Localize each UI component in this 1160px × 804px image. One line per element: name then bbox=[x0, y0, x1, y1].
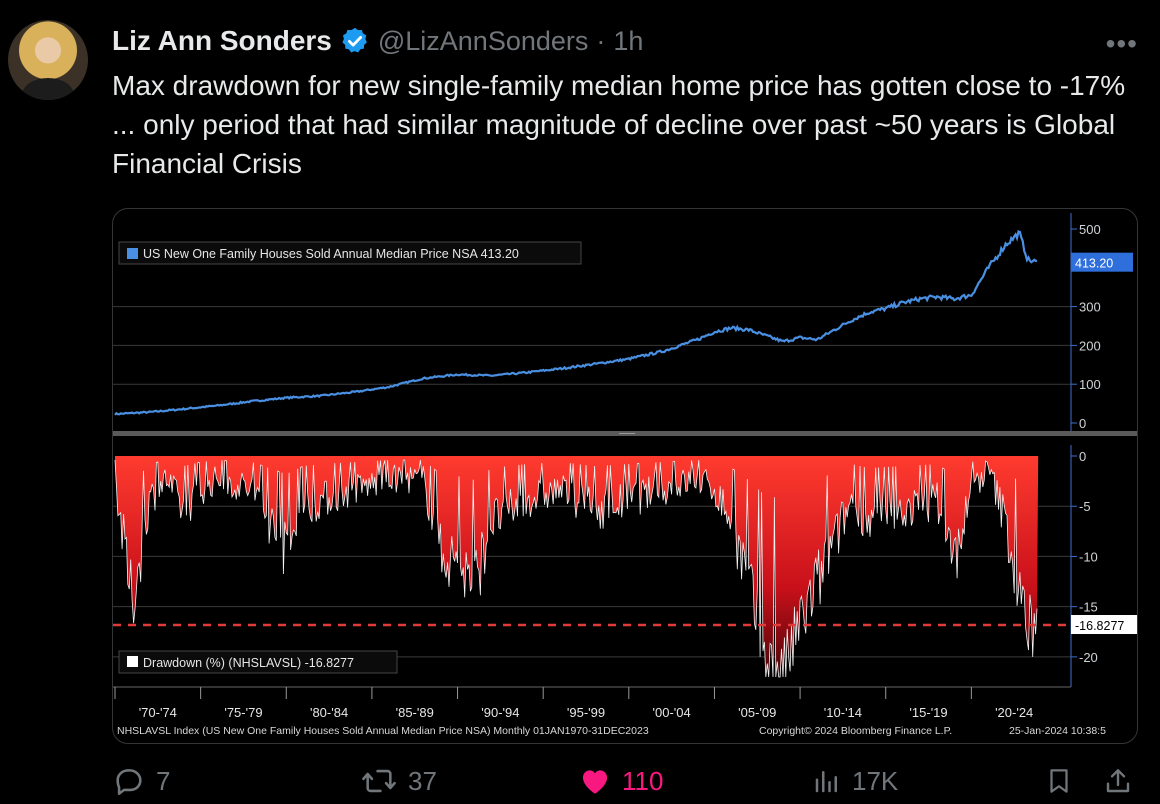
tweet-header: Liz Ann Sonders @LizAnnSonders · 1h bbox=[112, 24, 643, 58]
drawdown-y-tick-label: -5 bbox=[1079, 499, 1091, 514]
bookmark-button[interactable] bbox=[1044, 764, 1074, 798]
price-last-value-box bbox=[1071, 252, 1133, 272]
x-axis-tick-label: '80-'84 bbox=[310, 705, 348, 720]
x-axis-tick-label: '90-'94 bbox=[481, 705, 519, 720]
price-series-line bbox=[114, 230, 1038, 416]
drawdown-last-value-label: -16.8277 bbox=[1075, 619, 1124, 633]
price-y-tick-label: 100 bbox=[1079, 377, 1101, 392]
heart-icon bbox=[582, 770, 608, 794]
price-legend-box bbox=[118, 241, 582, 265]
x-axis-tick-label: '95-'99 bbox=[567, 705, 605, 720]
x-axis-tick-label: '10-'14 bbox=[824, 705, 862, 720]
bookmark-icon bbox=[1050, 769, 1068, 793]
drawdown-y-tick-label: -15 bbox=[1079, 600, 1098, 615]
drawdown-legend-swatch bbox=[127, 656, 138, 667]
like-count: 110 bbox=[622, 765, 664, 796]
x-axis-tick-label: '20-'24 bbox=[995, 705, 1033, 720]
chart-footer-timestamp: 25-Jan-2024 10:38:5 bbox=[1009, 725, 1106, 737]
drawdown-last-value-box bbox=[1071, 615, 1137, 635]
reply-icon bbox=[116, 769, 142, 796]
avatar-figure bbox=[22, 78, 74, 100]
x-axis-tick-label: '85-'89 bbox=[396, 705, 434, 720]
more-options-icon[interactable]: ••• bbox=[1105, 28, 1138, 59]
views-button[interactable]: 17K bbox=[812, 764, 898, 798]
drawdown-legend-text: Drawdown (%) (NHSLAVSL) -16.8277 bbox=[143, 656, 354, 670]
chart-image[interactable]: 500 300 200 100 0 US New One Family Houses So… bbox=[112, 208, 1138, 744]
repost-icon bbox=[362, 769, 396, 793]
author-handle[interactable]: @LizAnnSonders bbox=[377, 25, 589, 56]
reply-count: 7 bbox=[156, 765, 171, 796]
verified-badge-icon bbox=[342, 27, 367, 53]
drawdown-y-tick-label: -20 bbox=[1079, 650, 1098, 665]
x-axis-tick-label: '75-'79 bbox=[224, 705, 262, 720]
price-y-tick-label: 0 bbox=[1079, 416, 1086, 431]
price-y-tick-label: 200 bbox=[1079, 338, 1101, 353]
action-bar: 7 37 110 17K bbox=[112, 762, 1142, 804]
timestamp[interactable]: 1h bbox=[613, 25, 644, 56]
chart-footer-copyright: Copyright© 2024 Bloomberg Finance L.P. bbox=[759, 725, 952, 737]
drawdown-legend-box bbox=[118, 650, 398, 674]
views-count: 17K bbox=[852, 765, 899, 796]
views-chart-icon bbox=[815, 771, 837, 793]
repost-button[interactable]: 37 bbox=[360, 764, 437, 798]
price-y-tick-label: 300 bbox=[1079, 300, 1101, 315]
bloomberg-chart: 500 300 200 100 0 US New One Family Houses So… bbox=[113, 213, 1137, 737]
drawdown-series-line bbox=[114, 459, 1038, 678]
price-last-value-label: 413.20 bbox=[1075, 257, 1113, 271]
chart-footer-index: NHSLAVSL Index (US New One Family Houses… bbox=[117, 725, 649, 737]
drawdown-y-tick-label: 0 bbox=[1079, 449, 1086, 464]
drawdown-area bbox=[115, 456, 1039, 677]
tweet-text: Max drawdown for new single-family media… bbox=[112, 70, 1126, 179]
author-name[interactable]: Liz Ann Sonders bbox=[112, 25, 332, 56]
separator-dot: · bbox=[596, 25, 606, 56]
share-button[interactable] bbox=[1102, 764, 1134, 798]
price-y-tick-label: 500 bbox=[1079, 222, 1101, 237]
repost-count: 37 bbox=[408, 765, 437, 796]
reply-button[interactable]: 7 bbox=[112, 764, 170, 798]
x-axis-tick-label: '00-'04 bbox=[653, 705, 691, 720]
price-legend-swatch bbox=[127, 248, 138, 259]
share-icon bbox=[1106, 769, 1130, 793]
like-button[interactable]: 110 bbox=[578, 764, 663, 798]
x-axis-tick-label: '15-'19 bbox=[909, 705, 947, 720]
x-axis-tick-label: '05-'09 bbox=[738, 705, 776, 720]
drawdown-y-tick-label: -10 bbox=[1079, 549, 1098, 564]
price-legend-text: US New One Family Houses Sold Annual Med… bbox=[143, 247, 519, 261]
x-axis-tick-label: '70-'74 bbox=[139, 705, 177, 720]
avatar[interactable] bbox=[8, 20, 88, 100]
